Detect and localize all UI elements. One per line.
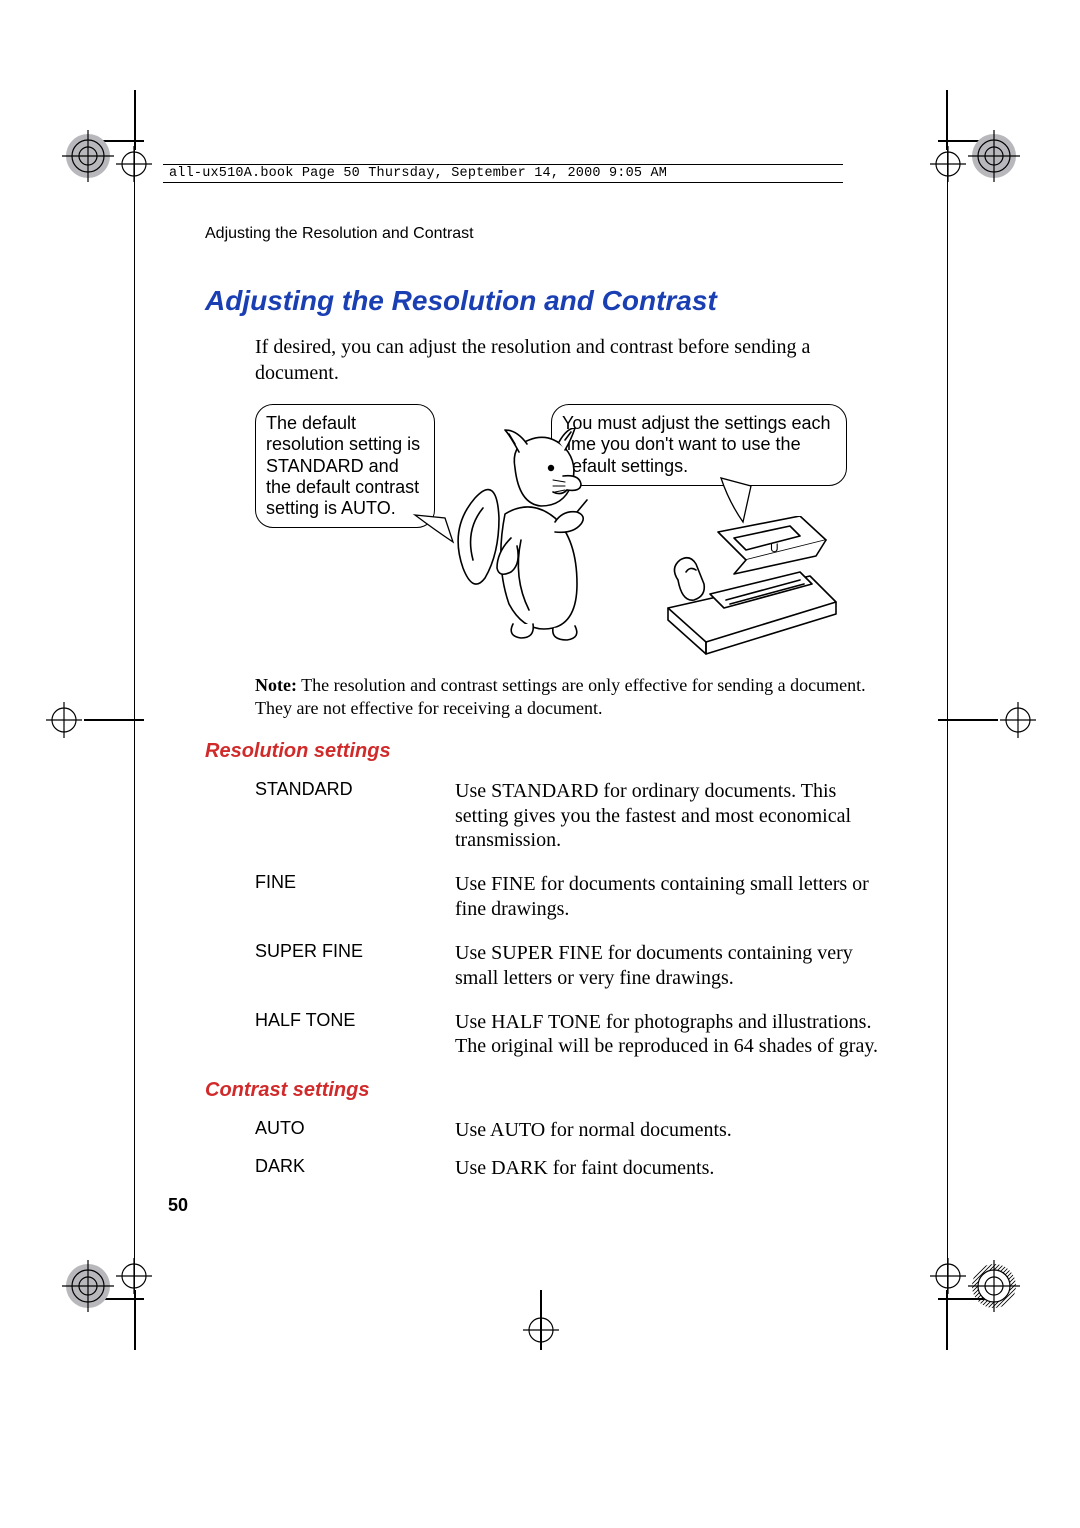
setting-desc: Use DARK for faint documents. xyxy=(455,1156,885,1180)
framemaker-header-bar: all-ux510A.book Page 50 Thursday, Septem… xyxy=(163,164,843,183)
resolution-settings-heading: Resolution settings xyxy=(205,740,885,763)
setting-row: HALF TONE Use HALF TONE for photographs … xyxy=(255,1010,885,1059)
note-text: The resolution and contrast settings are… xyxy=(255,675,866,718)
setting-label: DARK xyxy=(255,1156,455,1180)
setting-desc: Use HALF TONE for photographs and illust… xyxy=(455,1010,885,1059)
setting-row: STANDARD Use STANDARD for ordinary docum… xyxy=(255,779,885,852)
setting-label: HALF TONE xyxy=(255,1010,455,1059)
page-number: 50 xyxy=(168,1195,188,1216)
note-paragraph: Note: The resolution and contrast settin… xyxy=(255,674,885,720)
registration-mark-icon xyxy=(60,1258,116,1314)
setting-row: DARK Use DARK for faint documents. xyxy=(255,1156,885,1180)
registration-mark-small-icon xyxy=(46,702,82,738)
registration-mark-small-icon xyxy=(1000,702,1036,738)
registration-mark-small-icon xyxy=(930,1258,966,1294)
setting-label: AUTO xyxy=(255,1118,455,1142)
contrast-settings-heading: Contrast settings xyxy=(205,1079,885,1102)
registration-mark-small-icon xyxy=(116,146,152,182)
registration-mark-icon xyxy=(60,128,116,184)
setting-label: FINE xyxy=(255,872,455,921)
setting-desc: Use SUPER FINE for documents containing … xyxy=(455,941,885,990)
setting-label: SUPER FINE xyxy=(255,941,455,990)
setting-row: FINE Use FINE for documents containing s… xyxy=(255,872,885,921)
registration-mark-icon xyxy=(966,128,1022,184)
registration-mark-icon xyxy=(966,1258,1022,1314)
intro-paragraph: If desired, you can adjust the resolutio… xyxy=(255,335,885,386)
note-label: Note: xyxy=(255,675,297,695)
running-head: Adjusting the Resolution and Contrast xyxy=(205,225,474,243)
fax-machine-icon: U xyxy=(650,516,850,656)
registration-mark-small-icon xyxy=(116,1258,152,1294)
mascot-character-icon xyxy=(455,428,605,648)
page-title: Adjusting the Resolution and Contrast xyxy=(205,285,885,317)
illustration-zone: The default resolution setting is STANDA… xyxy=(255,400,885,660)
setting-label: STANDARD xyxy=(255,779,455,852)
resolution-settings-list: STANDARD Use STANDARD for ordinary docum… xyxy=(255,779,885,1059)
registration-mark-small-icon xyxy=(930,146,966,182)
contrast-settings-list: AUTO Use AUTO for normal documents. DARK… xyxy=(255,1118,885,1181)
framemaker-header-text: all-ux510A.book Page 50 Thursday, Septem… xyxy=(169,166,667,181)
page-root: all-ux510A.book Page 50 Thursday, Septem… xyxy=(0,0,1080,1528)
registration-mark-small-icon xyxy=(523,1312,559,1348)
setting-row: AUTO Use AUTO for normal documents. xyxy=(255,1118,885,1142)
content-area: Adjusting the Resolution and Contrast If… xyxy=(205,285,885,1201)
setting-desc: Use AUTO for normal documents. xyxy=(455,1118,885,1142)
setting-desc: Use STANDARD for ordinary documents. Thi… xyxy=(455,779,885,852)
svg-text:U: U xyxy=(770,541,779,555)
setting-row: SUPER FINE Use SUPER FINE for documents … xyxy=(255,941,885,990)
setting-desc: Use FINE for documents containing small … xyxy=(455,872,885,921)
